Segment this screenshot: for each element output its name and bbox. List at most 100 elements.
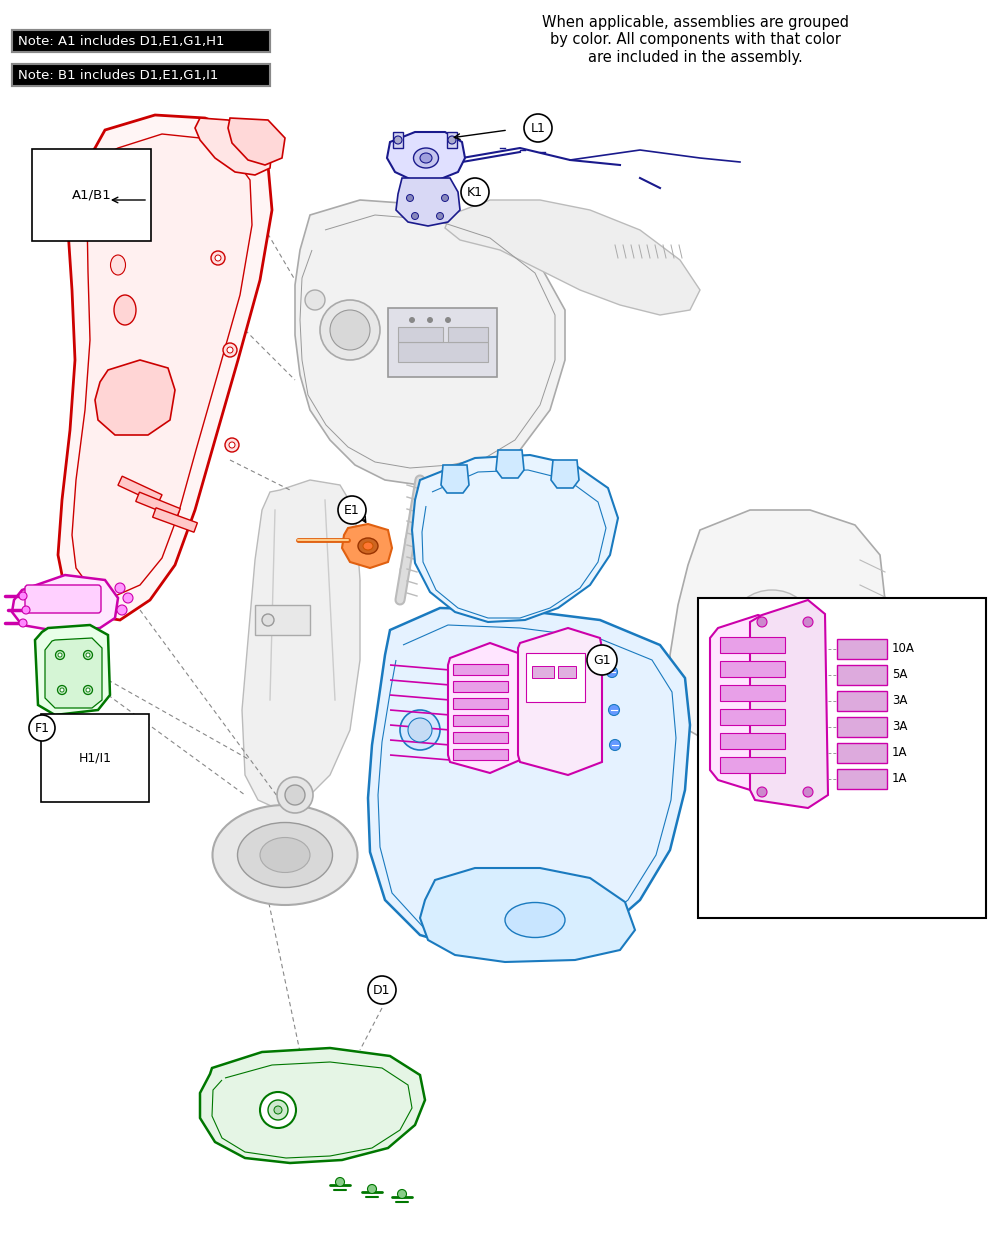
Circle shape	[461, 178, 489, 206]
Circle shape	[305, 291, 325, 311]
Bar	[393, 132, 403, 148]
Bar	[453, 698, 508, 710]
Circle shape	[406, 195, 414, 202]
Polygon shape	[551, 460, 579, 488]
Circle shape	[123, 594, 133, 604]
Bar	[720, 685, 785, 701]
Circle shape	[211, 251, 225, 266]
Circle shape	[608, 705, 620, 716]
Bar	[12, 64, 270, 86]
Circle shape	[86, 653, 90, 657]
Bar	[447, 132, 457, 148]
Bar	[720, 637, 785, 653]
Circle shape	[268, 1100, 288, 1120]
Ellipse shape	[414, 148, 438, 168]
Polygon shape	[72, 133, 252, 596]
Polygon shape	[95, 360, 175, 435]
Polygon shape	[445, 200, 700, 315]
Circle shape	[19, 619, 27, 627]
Bar	[532, 666, 554, 678]
Ellipse shape	[260, 838, 310, 873]
Circle shape	[58, 653, 62, 657]
Circle shape	[398, 1190, 406, 1198]
Circle shape	[336, 1177, 344, 1186]
Circle shape	[368, 1185, 376, 1193]
Circle shape	[117, 605, 127, 615]
Circle shape	[115, 584, 125, 594]
Circle shape	[225, 438, 239, 451]
Bar	[255, 605, 310, 635]
FancyBboxPatch shape	[837, 665, 887, 685]
Polygon shape	[228, 118, 285, 165]
Circle shape	[524, 113, 552, 142]
Text: 3A: 3A	[892, 695, 907, 707]
Text: L1: L1	[531, 121, 545, 135]
FancyBboxPatch shape	[837, 638, 887, 658]
Text: F1: F1	[34, 722, 50, 734]
Text: 1A: 1A	[892, 747, 908, 759]
Bar	[453, 732, 508, 743]
Polygon shape	[420, 868, 635, 961]
Ellipse shape	[358, 537, 378, 554]
Polygon shape	[387, 132, 465, 180]
Text: A1/B1: A1/B1	[72, 188, 112, 202]
Polygon shape	[118, 476, 162, 504]
Circle shape	[757, 787, 767, 797]
Circle shape	[223, 343, 237, 357]
Polygon shape	[242, 480, 360, 811]
Text: Note: A1 includes D1,E1,G1,H1: Note: A1 includes D1,E1,G1,H1	[18, 35, 224, 47]
Bar	[720, 757, 785, 773]
Text: 5A: 5A	[892, 668, 907, 682]
Circle shape	[260, 1092, 296, 1129]
Circle shape	[29, 715, 55, 741]
Circle shape	[448, 136, 456, 143]
Polygon shape	[496, 450, 524, 478]
Circle shape	[262, 614, 274, 626]
Text: 3A: 3A	[892, 721, 907, 733]
Circle shape	[285, 786, 305, 806]
Bar	[12, 30, 270, 52]
Text: 1A: 1A	[892, 772, 908, 786]
Circle shape	[86, 688, 90, 692]
Circle shape	[409, 317, 415, 323]
Polygon shape	[195, 118, 272, 175]
Ellipse shape	[420, 153, 432, 163]
Ellipse shape	[734, 590, 810, 650]
Circle shape	[277, 777, 313, 813]
Ellipse shape	[363, 542, 373, 550]
Circle shape	[84, 651, 92, 660]
Bar	[720, 661, 785, 677]
Circle shape	[803, 787, 813, 797]
Circle shape	[215, 254, 221, 261]
Circle shape	[227, 347, 233, 353]
Polygon shape	[518, 628, 602, 774]
Ellipse shape	[110, 254, 126, 276]
Text: 10A: 10A	[892, 642, 915, 656]
Polygon shape	[136, 493, 180, 518]
FancyBboxPatch shape	[526, 653, 585, 702]
Circle shape	[229, 441, 235, 448]
Polygon shape	[35, 625, 110, 715]
Bar	[448, 327, 488, 342]
Text: Note: A1 includes D1,E1,G1,H1: Note: A1 includes D1,E1,G1,H1	[18, 35, 224, 47]
Polygon shape	[58, 115, 272, 620]
Polygon shape	[368, 609, 690, 951]
Circle shape	[412, 212, 418, 219]
Circle shape	[274, 1106, 282, 1114]
Circle shape	[338, 496, 366, 524]
Bar	[12, 30, 270, 52]
Polygon shape	[708, 744, 800, 801]
Circle shape	[330, 311, 370, 350]
Circle shape	[56, 651, 64, 660]
Circle shape	[606, 666, 618, 677]
Polygon shape	[750, 600, 828, 808]
Circle shape	[320, 301, 380, 360]
Ellipse shape	[212, 806, 358, 905]
FancyBboxPatch shape	[388, 308, 497, 377]
Text: E1: E1	[344, 504, 360, 516]
Bar	[453, 663, 508, 675]
Text: H1/I1: H1/I1	[78, 752, 112, 764]
Ellipse shape	[238, 823, 332, 888]
Text: When applicable, assemblies are grouped
by color. All components with that color: When applicable, assemblies are grouped …	[542, 15, 848, 65]
FancyBboxPatch shape	[837, 717, 887, 737]
